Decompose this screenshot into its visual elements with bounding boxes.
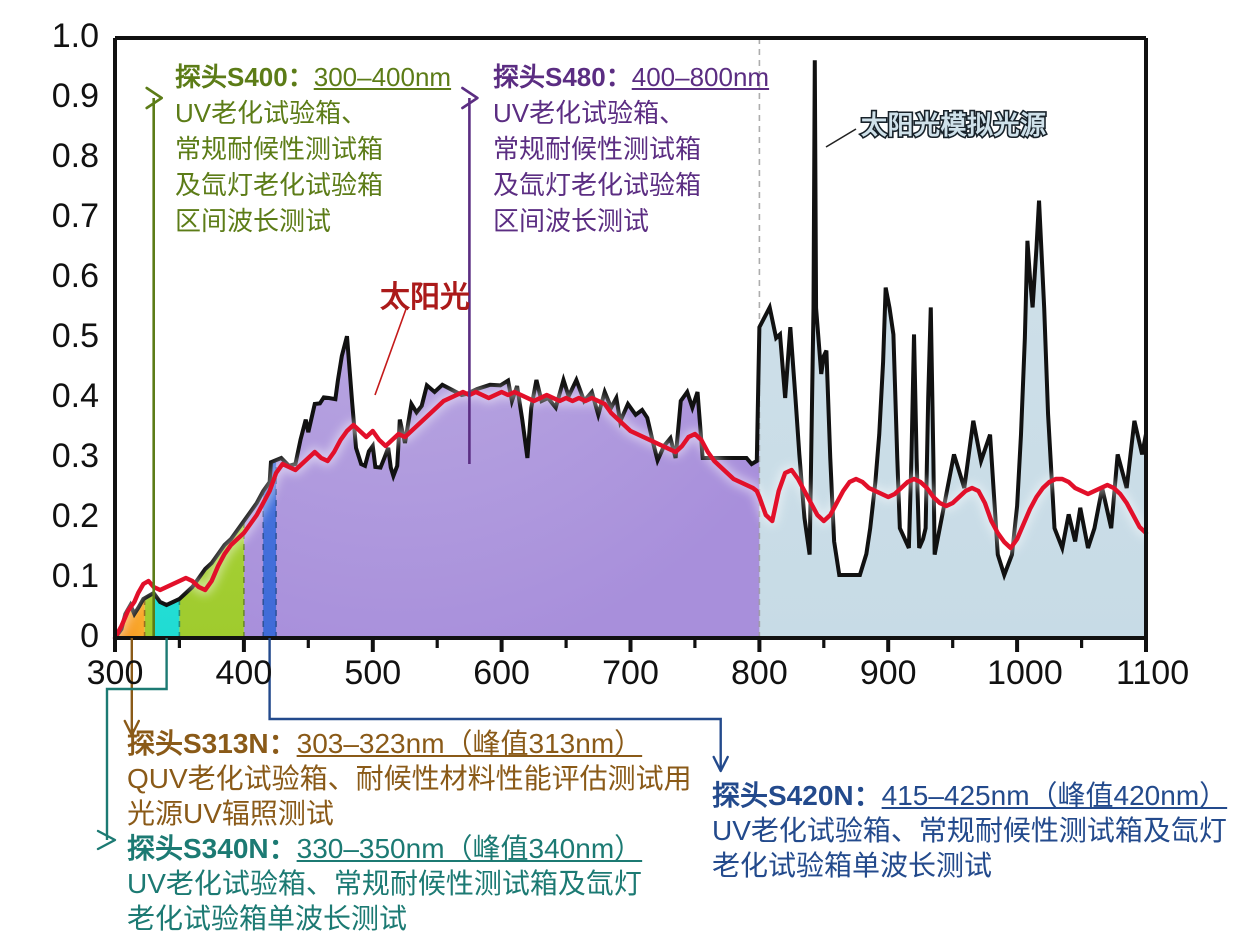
svg-text:太阳光模拟光源: 太阳光模拟光源 [861,110,1047,140]
